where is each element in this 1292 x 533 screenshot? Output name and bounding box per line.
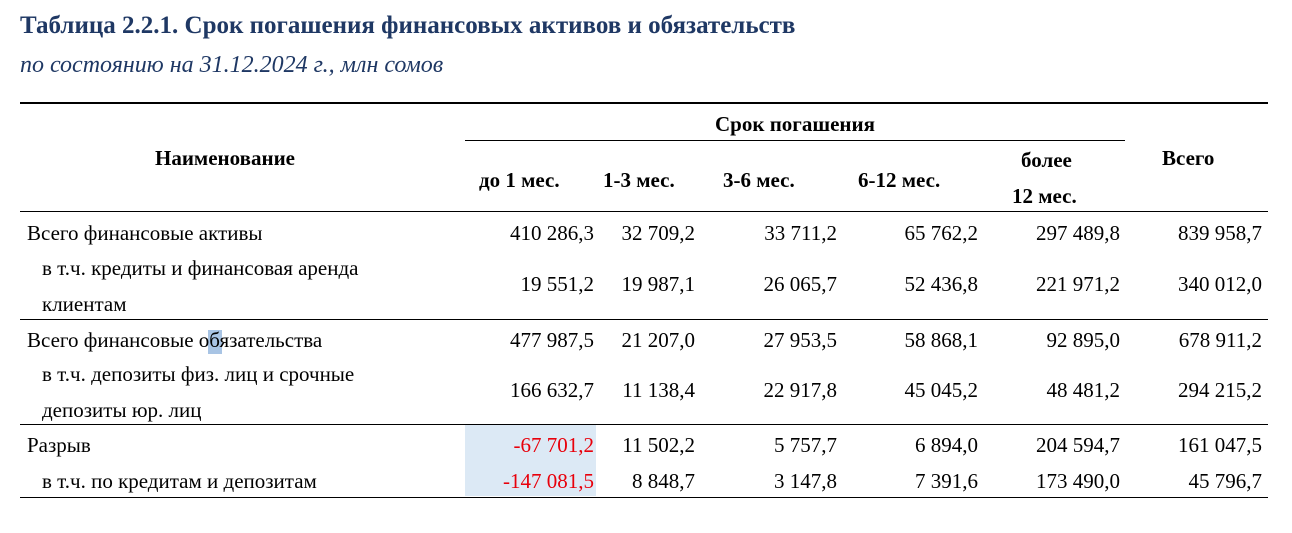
cell: 58 868,1 <box>904 328 979 352</box>
cell: 45 045,2 <box>904 378 979 402</box>
cell: 33 711,2 <box>764 221 837 245</box>
cell: 297 489,8 <box>1036 221 1120 245</box>
cell: 161 047,5 <box>1178 433 1262 457</box>
cell: 92 895,0 <box>1046 328 1121 352</box>
cell: 11 502,2 <box>622 433 695 457</box>
cell: 173 490,0 <box>1036 469 1120 493</box>
cell: 52 436,8 <box>904 272 979 296</box>
row-label-line1: в т.ч. кредиты и финансовая аренда <box>42 256 359 280</box>
row-label-line2: депозиты юр. лиц <box>42 398 202 422</box>
cell: 477 987,5 <box>510 328 594 352</box>
row-label: Разрыв <box>27 433 91 457</box>
row-label-line2: клиентам <box>42 292 127 316</box>
row-label-line1: в т.ч. депозиты физ. лиц и срочные <box>42 362 355 386</box>
header-col-5-line2: 12 мес. <box>1012 184 1077 208</box>
cell: 6 894,0 <box>915 433 978 457</box>
header-col-5-line1: более <box>1021 148 1072 172</box>
cell: 5 757,7 <box>774 433 837 457</box>
cell: 65 762,2 <box>904 221 979 245</box>
table-title: Таблица 2.2.1. Срок погашения финансовых… <box>20 12 796 39</box>
cell: 21 207,0 <box>621 328 696 352</box>
cell: 204 594,7 <box>1036 433 1120 457</box>
header-bottom-rule <box>20 211 1268 212</box>
cell: 294 215,2 <box>1178 378 1262 402</box>
header-col-2: 1-3 мес. <box>603 168 675 192</box>
cell: 7 391,6 <box>915 469 978 493</box>
cell: 8 848,7 <box>632 469 695 493</box>
cell: 839 958,7 <box>1178 221 1262 245</box>
table-bottom-rule <box>20 497 1268 498</box>
cell-negative: -147 081,5 <box>503 469 594 493</box>
cell: 340 012,0 <box>1178 272 1262 296</box>
cell: 3 147,8 <box>774 469 837 493</box>
cell: 678 911,2 <box>1178 328 1262 352</box>
header-col-1: до 1 мес. <box>479 168 560 192</box>
highlight-band <box>465 425 596 496</box>
cell: 19 551,2 <box>520 272 595 296</box>
liabilities-bottom-rule <box>20 424 1268 425</box>
cell-negative: -67 701,2 <box>513 433 595 457</box>
cell: 27 953,5 <box>763 328 838 352</box>
header-group: Срок погашения <box>715 112 875 136</box>
cell: 410 286,3 <box>510 221 594 245</box>
cell: 48 481,2 <box>1046 378 1121 402</box>
cell: 26 065,7 <box>763 272 838 296</box>
header-name: Наименование <box>155 146 295 170</box>
top-rule <box>20 102 1268 104</box>
row-label: Всего финансовые активы <box>27 221 263 245</box>
assets-bottom-rule <box>20 319 1268 320</box>
cell: 221 971,2 <box>1036 272 1120 296</box>
header-col-3: 3-6 мес. <box>723 168 795 192</box>
cell: 45 796,7 <box>1188 469 1263 493</box>
cell: 32 709,2 <box>621 221 696 245</box>
cell: 19 987,1 <box>621 272 696 296</box>
text-cursor-selection <box>208 330 222 354</box>
header-total: Всего <box>1162 146 1215 170</box>
group-rule <box>465 140 1125 141</box>
header-col-4: 6-12 мес. <box>858 168 941 192</box>
cell: 166 632,7 <box>510 378 594 402</box>
row-label: Всего финансовые обязательства <box>27 328 323 352</box>
cell: 11 138,4 <box>622 378 695 402</box>
row-label: в т.ч. по кредитам и депозитам <box>42 469 317 493</box>
table-subtitle: по состоянию на 31.12.2024 г., млн сомов <box>20 52 444 78</box>
cell: 22 917,8 <box>763 378 838 402</box>
